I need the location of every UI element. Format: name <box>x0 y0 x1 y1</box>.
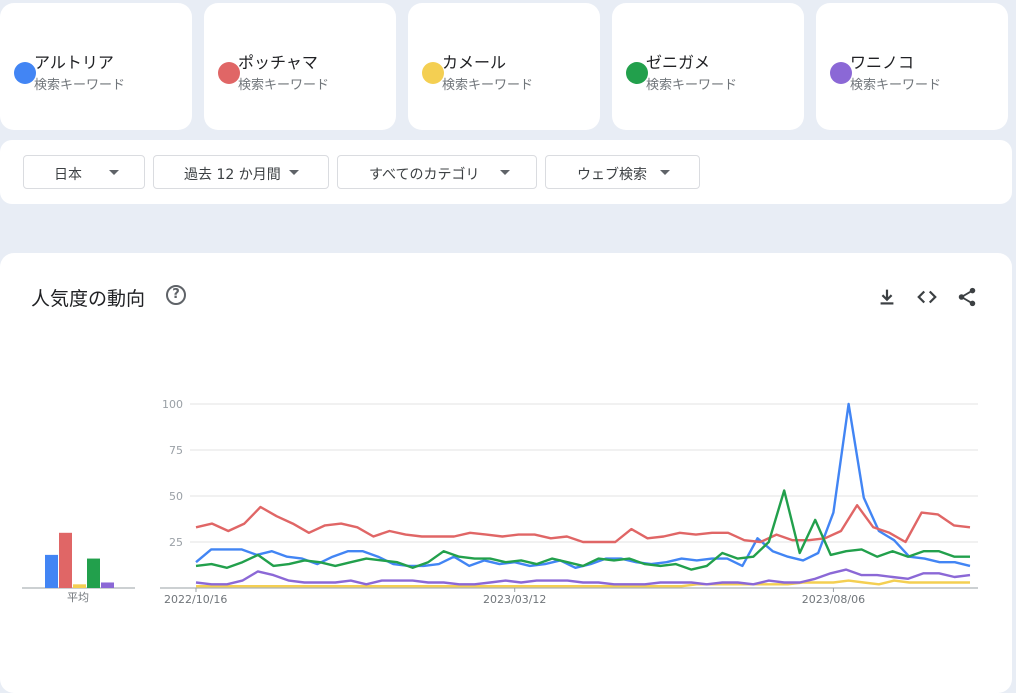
region-dropdown[interactable]: 日本 <box>23 155 145 189</box>
series-line-4 <box>195 489 970 571</box>
x-tick-label: 2023/08/06 <box>802 593 865 606</box>
interest-over-time-panel: 人気度の動向 ? 平均 25 50 75 100 2022/10/16 2023/03/… <box>0 253 1012 693</box>
term-name: ポッチャマ <box>238 53 318 72</box>
chart-lines <box>195 402 971 588</box>
term-card-3[interactable]: カメール 検索キーワード <box>408 3 600 130</box>
chevron-down-icon <box>500 170 510 175</box>
x-tick-label: 2023/03/12 <box>483 593 546 606</box>
average-bar-1 <box>45 554 58 588</box>
period-label: 過去 12 か月間 <box>184 167 281 183</box>
term-color-dot <box>422 62 444 84</box>
term-type: 検索キーワード <box>442 78 534 93</box>
average-bar-4 <box>87 558 100 588</box>
share-icon[interactable] <box>956 286 978 308</box>
y-tick-label: 75 <box>169 444 183 457</box>
chart-grid: 25 50 75 100 <box>160 398 978 589</box>
period-dropdown[interactable]: 過去 12 か月間 <box>153 155 329 189</box>
term-card-2[interactable]: ポッチャマ 検索キーワード <box>204 3 396 130</box>
term-color-dot <box>218 62 240 84</box>
average-bar-3 <box>73 584 86 588</box>
category-dropdown[interactable]: すべてのカテゴリ <box>337 155 537 189</box>
term-name: カメール <box>442 53 507 72</box>
panel-title: 人気度の動向 <box>31 288 146 310</box>
term-color-dot <box>14 62 36 84</box>
term-type: 検索キーワード <box>238 78 330 93</box>
term-name: アルトリア <box>34 53 114 72</box>
term-type: 検索キーワード <box>850 78 942 93</box>
series-line-5 <box>195 568 971 586</box>
series-line-2 <box>195 503 971 544</box>
x-axis: 2022/10/16 2023/03/12 2023/08/06 <box>164 588 865 606</box>
y-tick-label: 100 <box>162 398 183 411</box>
term-card-5[interactable]: ワニノコ 検索キーワード <box>816 3 1008 130</box>
help-icon[interactable]: ? <box>166 285 186 305</box>
average-bar-2 <box>59 532 72 588</box>
chevron-down-icon <box>660 170 670 175</box>
download-icon[interactable] <box>876 286 898 308</box>
term-name: ゼニガメ <box>646 53 711 72</box>
interest-chart: 平均 25 50 75 100 2022/10/16 2023/03/12 2023/08… <box>22 398 978 606</box>
region-label: 日本 <box>54 167 82 183</box>
term-card-1[interactable]: アルトリア 検索キーワード <box>0 3 192 130</box>
term-card-4[interactable]: ゼニガメ 検索キーワード <box>612 3 804 130</box>
search-terms-bar: アルトリア 検索キーワード ポッチャマ 検索キーワード カメール 検索キーワード… <box>0 0 1016 135</box>
y-tick-label: 50 <box>169 490 183 503</box>
term-color-dot <box>626 62 648 84</box>
category-label: すべてのカテゴリ <box>369 167 480 183</box>
average-bar-5 <box>101 582 114 588</box>
search-type-dropdown[interactable]: ウェブ検索 <box>545 155 700 189</box>
term-color-dot <box>830 62 852 84</box>
chevron-down-icon <box>109 170 119 175</box>
search-type-label: ウェブ検索 <box>577 167 647 183</box>
filter-bar: 日本 過去 12 か月間 すべてのカテゴリ ウェブ検索 <box>0 140 1012 204</box>
term-name: ワニノコ <box>850 53 915 72</box>
term-type: 検索キーワード <box>34 78 126 93</box>
average-label: 平均 <box>67 591 89 604</box>
chevron-down-icon <box>289 170 299 175</box>
series-line-3 <box>196 579 970 588</box>
y-tick-label: 25 <box>169 536 183 549</box>
average-chart: 平均 <box>22 532 135 604</box>
embed-icon[interactable] <box>916 286 938 308</box>
series-line-1 <box>195 402 971 569</box>
x-tick-label: 2022/10/16 <box>164 593 227 606</box>
term-type: 検索キーワード <box>646 78 738 93</box>
